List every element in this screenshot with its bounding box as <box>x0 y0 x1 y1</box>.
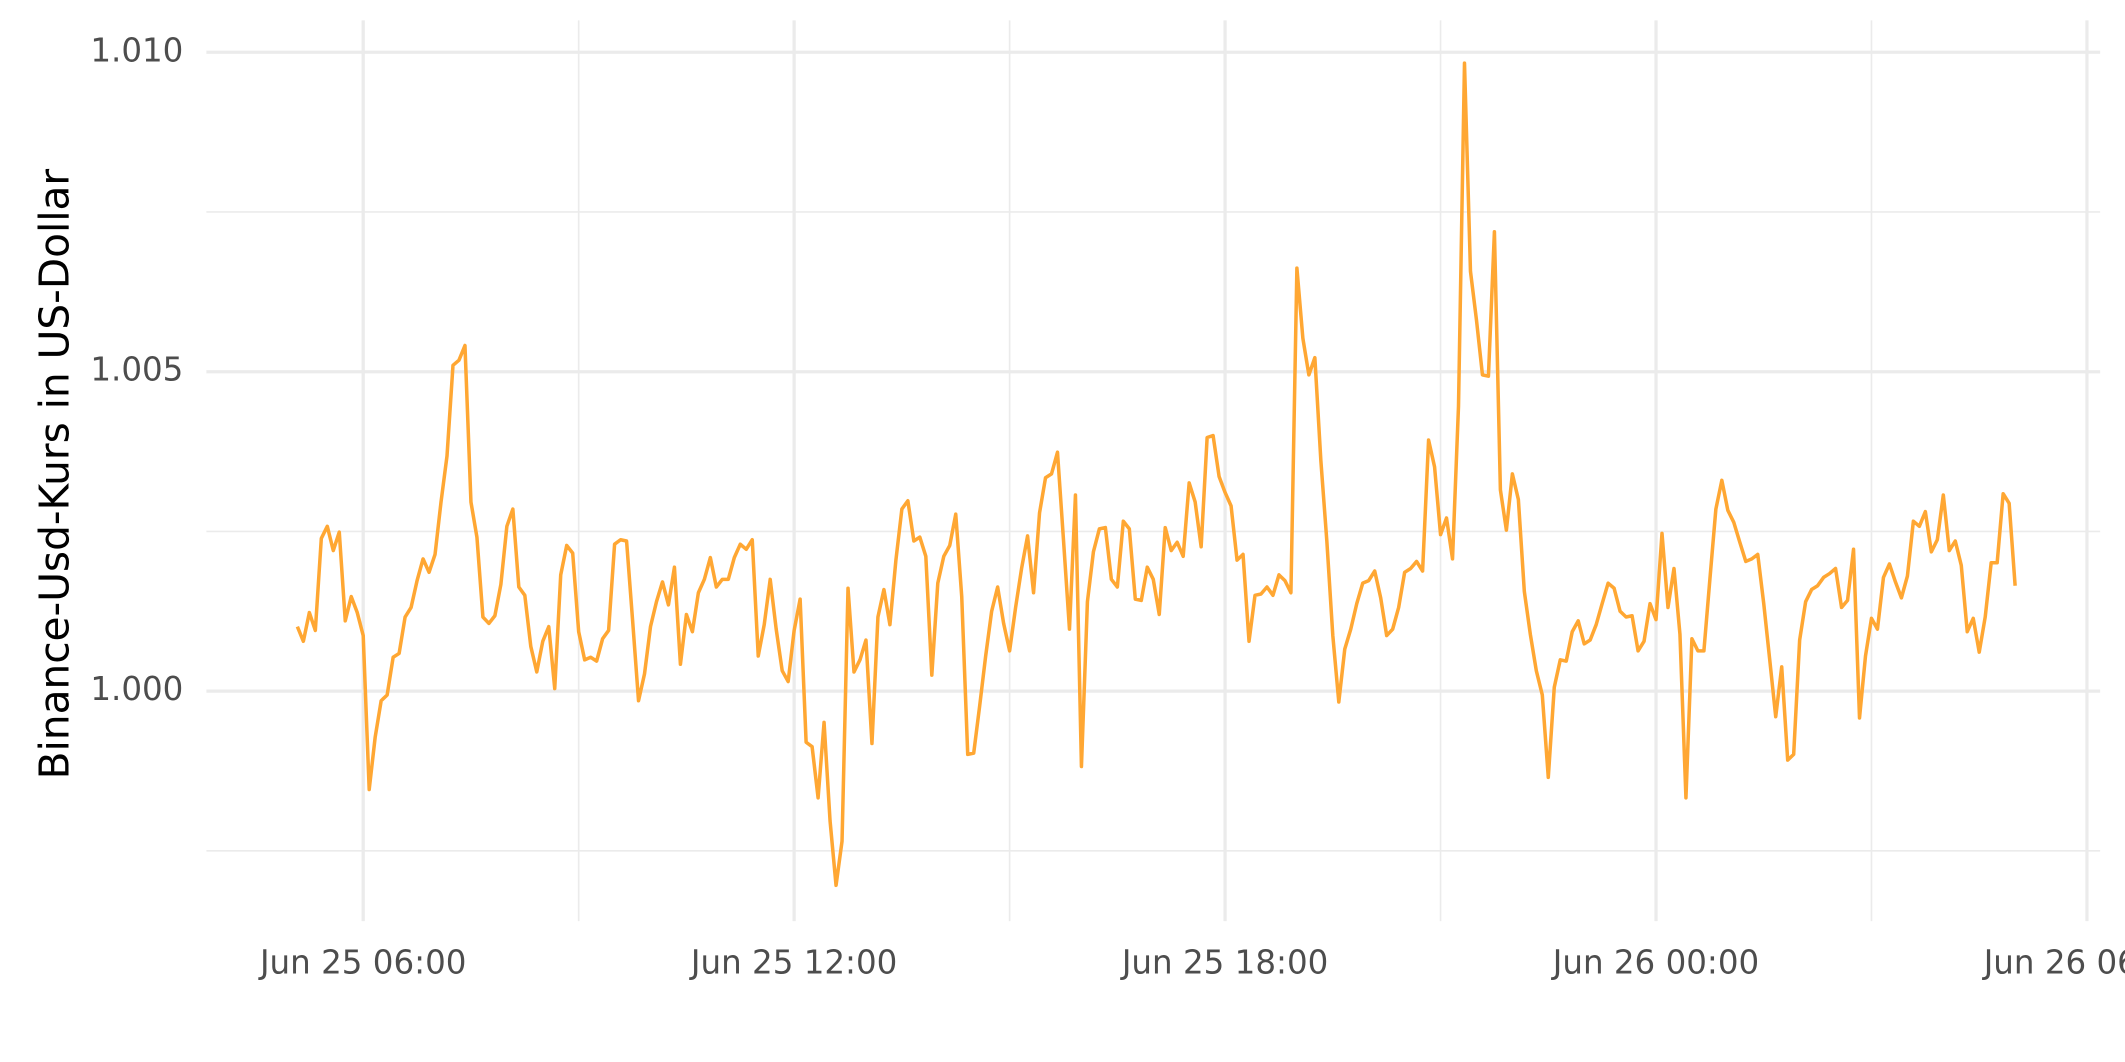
y-tick-label: 1.005 <box>90 351 183 389</box>
price-line <box>295 61 2017 888</box>
x-tick-label: Jun 26 06:00 <box>1982 943 2125 981</box>
x-tick-label: Jun 25 18:00 <box>1120 943 1328 981</box>
x-tick-label: Jun 26 00:00 <box>1551 943 1759 981</box>
x-tick-label: Jun 25 06:00 <box>258 943 466 981</box>
y-tick-label: 1.000 <box>90 670 183 708</box>
y-axis-title: Binance-Usd-Kurs in US-Dollar <box>30 169 78 780</box>
x-tick-label: Jun 25 12:00 <box>689 943 897 981</box>
grid <box>206 20 2101 922</box>
y-tick-label: 1.010 <box>90 31 183 69</box>
plot-area <box>295 61 2017 888</box>
axis-labels: 1.000 1.005 1.010 Jun 25 06:00 Jun 25 12:00 J… <box>90 31 2125 981</box>
